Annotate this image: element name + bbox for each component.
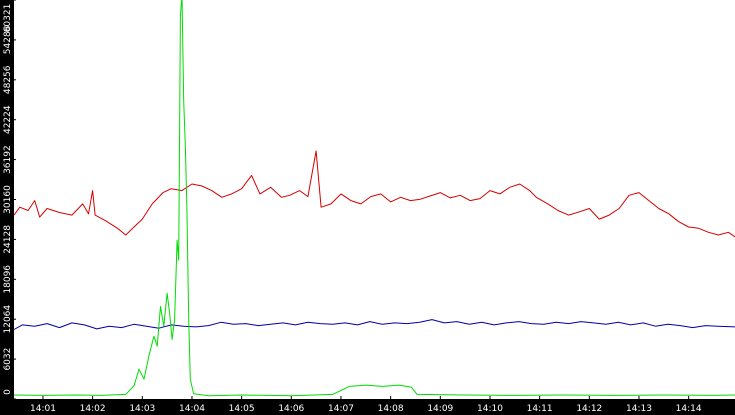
y-tick-label: 42224 [3,105,13,134]
x-tick-label: 14:08 [378,404,404,414]
series-line-blue [13,319,735,330]
series-line-red [13,150,735,238]
y-tick-label: 36192 [3,145,13,174]
x-tick-label: 14:09 [427,404,453,414]
series-layer [13,0,735,397]
x-tick-label: 14:11 [527,404,553,414]
x-tick-label: 14:14 [676,404,702,414]
x-tick-label: 14:10 [477,404,503,414]
x-tick-label: 14:05 [229,404,255,414]
y-tick-label: 6032 [3,348,13,371]
x-axis-band [0,399,735,415]
x-tick-label: 14:03 [129,404,155,414]
x-tick-label: 14:13 [626,404,652,414]
y-tick-label: 18096 [3,265,13,294]
y-axis-band [0,0,14,415]
x-tick-label: 14:04 [179,404,205,414]
y-tick-label: 24128 [3,225,13,254]
x-tick-label: 14:07 [328,404,354,414]
x-tick-label: 14:06 [278,404,304,414]
series-line-green [13,0,735,397]
y-tick-label: 60321 [3,4,13,33]
x-tick-label: 14:01 [30,404,56,414]
y-tick-label: 54288 [3,25,13,54]
x-axis-ticks: 14:01 14:02 14:03 14:04 14:05 14:06 14:07 14:08… [30,396,702,414]
x-tick-label: 14:02 [80,404,106,414]
y-tick-label: 12064 [3,305,13,334]
y-tick-label: 30160 [3,185,13,214]
x-tick-label: 14:12 [576,404,602,414]
y-axis-ticks: 0 6032 12064 18096 24128 30160 36192 42224 48256… [3,0,16,400]
y-tick-label: 48256 [3,65,13,94]
y-tick-label: 0 [3,389,13,395]
